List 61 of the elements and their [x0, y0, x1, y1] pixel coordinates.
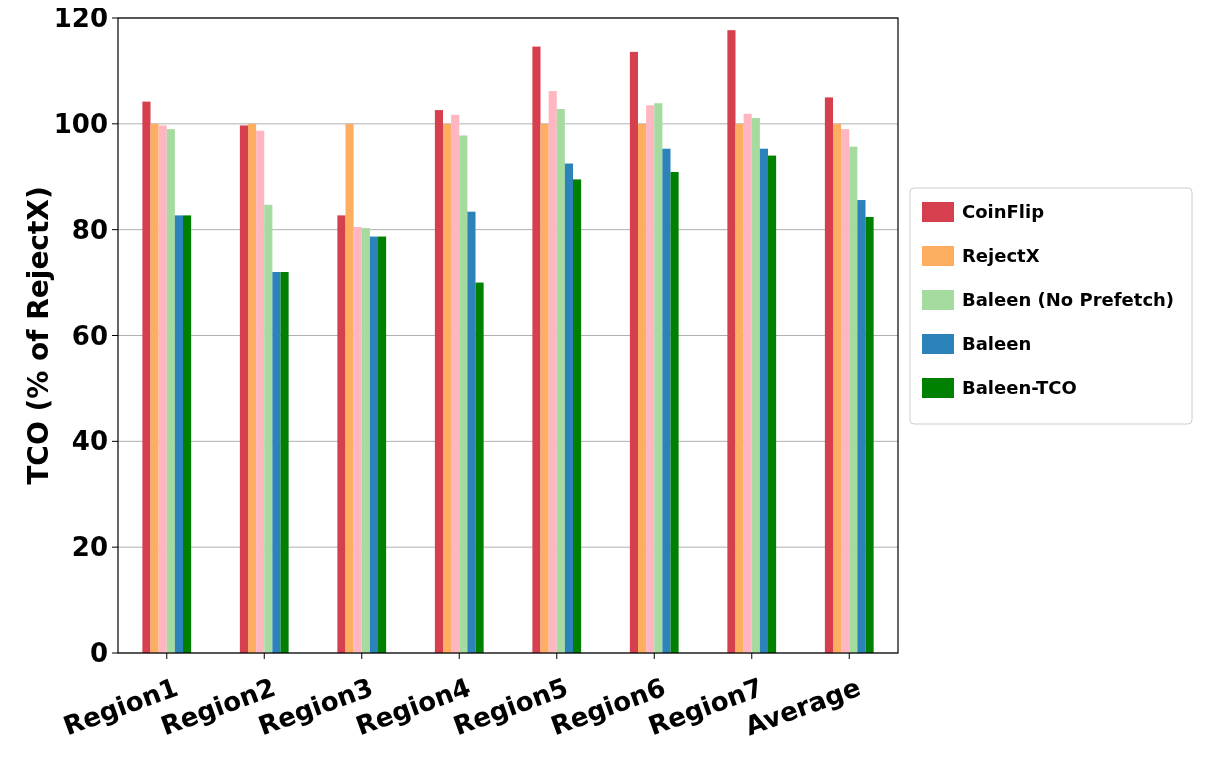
y-tick-label: 20 [71, 532, 108, 563]
bar [166, 129, 175, 653]
legend-label: Baleen-TCO [962, 377, 1077, 399]
bar [857, 200, 866, 653]
bar [743, 113, 752, 653]
bar [459, 135, 468, 653]
bar [467, 211, 476, 653]
bar [662, 148, 671, 653]
bar [759, 148, 768, 653]
bar [475, 282, 484, 653]
bar [434, 110, 443, 653]
bar [841, 129, 850, 653]
bar [264, 204, 273, 653]
bar [353, 227, 362, 653]
bar [150, 123, 159, 653]
bar [735, 123, 744, 653]
legend-label: Baleen [962, 333, 1032, 355]
y-tick-label: 100 [53, 108, 108, 139]
bar [751, 118, 760, 653]
y-tick-label: 40 [71, 426, 108, 457]
bar [727, 30, 736, 653]
bar [556, 109, 565, 653]
bar [548, 91, 557, 653]
bar [174, 215, 183, 653]
bar [378, 236, 387, 653]
bar [248, 123, 257, 653]
bar [824, 97, 833, 653]
bar [532, 46, 541, 653]
bar [629, 51, 638, 653]
bar [239, 125, 248, 653]
bar [564, 163, 573, 653]
y-tick-label: 80 [71, 214, 108, 245]
bar [158, 125, 167, 653]
bar [833, 123, 842, 653]
bar [369, 236, 378, 653]
bar [638, 123, 647, 653]
legend-label: Baleen (No Prefetch) [962, 289, 1175, 311]
bar [865, 216, 874, 653]
legend-label: CoinFlip [962, 201, 1045, 223]
y-axis-title: TCO (% of RejectX) [22, 186, 55, 485]
bar [183, 215, 192, 653]
bar [540, 123, 549, 653]
bar [670, 171, 679, 653]
y-tick-label: 60 [71, 320, 108, 351]
bar [849, 146, 858, 653]
y-tick-label: 0 [89, 638, 108, 669]
bar [654, 103, 663, 653]
legend-label: RejectX [962, 245, 1040, 267]
bar [443, 123, 452, 653]
bar [280, 272, 289, 653]
bar [337, 215, 346, 653]
bar [361, 228, 370, 653]
bar [573, 179, 582, 653]
bar [272, 272, 281, 653]
bar [345, 123, 354, 653]
y-tick-label: 120 [53, 3, 108, 34]
bar [768, 155, 777, 653]
bar [646, 105, 655, 653]
bar [451, 114, 460, 653]
bar [256, 130, 265, 653]
bar [142, 101, 151, 653]
